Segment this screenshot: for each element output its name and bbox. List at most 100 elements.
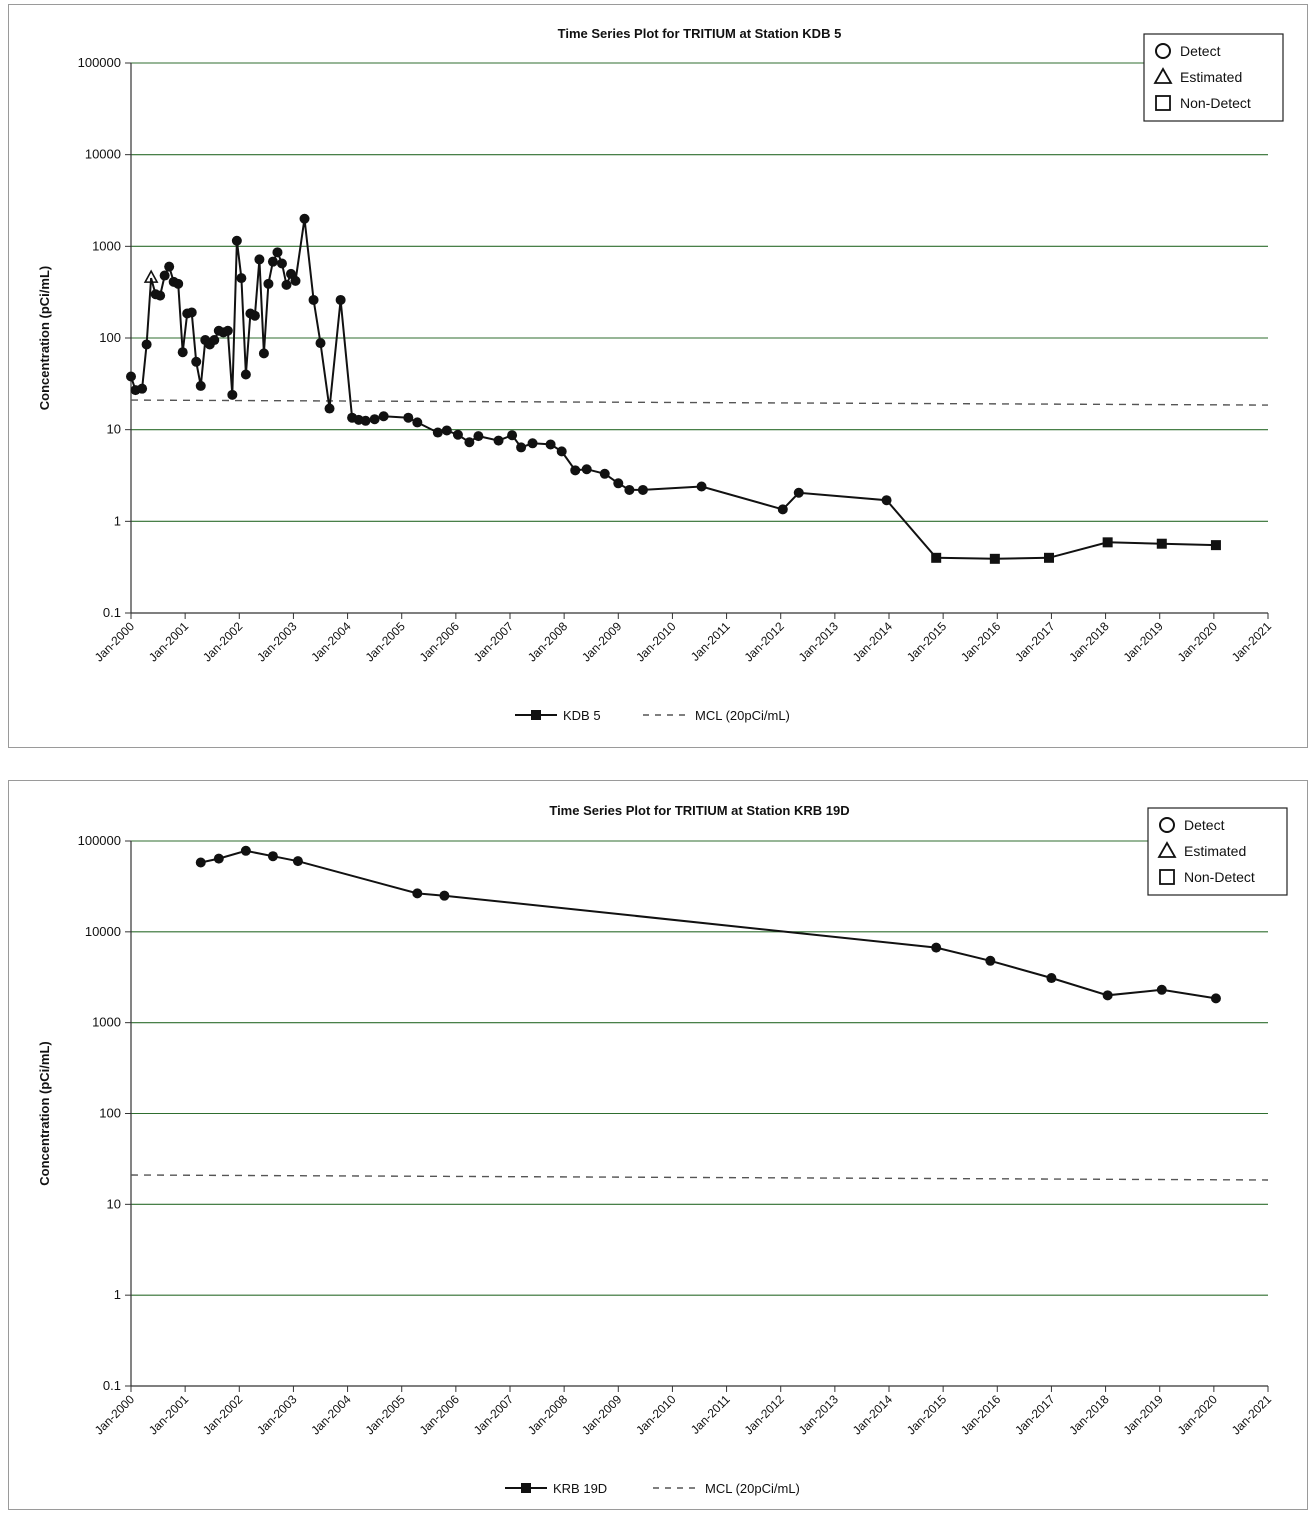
chart-title: Time Series Plot for TRITIUM at Station … bbox=[558, 26, 842, 41]
x-tick-label: Jan-2013 bbox=[796, 619, 842, 665]
data-point bbox=[527, 438, 538, 449]
data-point bbox=[613, 478, 624, 489]
symbol-key-label: Estimated bbox=[1184, 843, 1246, 859]
data-point bbox=[432, 427, 443, 438]
detect-icon bbox=[1159, 817, 1175, 833]
x-tick-label: Jan-2001 bbox=[146, 619, 192, 665]
x-tick-label: Jan-2020 bbox=[1175, 619, 1221, 665]
chart-panel-kdb5: Time Series Plot for TRITIUM at Station … bbox=[8, 4, 1308, 748]
data-point bbox=[473, 431, 484, 442]
data-point bbox=[793, 487, 804, 498]
data-point bbox=[412, 888, 423, 899]
y-tick-label: 10 bbox=[107, 1196, 121, 1211]
estimated-icon bbox=[1153, 67, 1173, 84]
y-tick-label: 100 bbox=[99, 1106, 121, 1121]
series-0 bbox=[195, 845, 1221, 1004]
x-tick-label: Jan-2019 bbox=[1121, 619, 1167, 665]
data-point bbox=[516, 442, 527, 453]
data-point bbox=[290, 275, 301, 286]
y-tick-label: 1000 bbox=[92, 238, 121, 253]
x-tick-label: Jan-2009 bbox=[579, 1392, 625, 1438]
data-point bbox=[464, 437, 475, 448]
data-point bbox=[378, 411, 389, 422]
x-tick-label: Jan-2002 bbox=[200, 1392, 246, 1438]
data-point bbox=[881, 495, 892, 506]
non-detect-icon bbox=[1155, 95, 1171, 111]
y-tick-label: 1 bbox=[114, 513, 121, 528]
data-point bbox=[209, 335, 220, 346]
y-tick-label: 0.1 bbox=[103, 1378, 121, 1393]
data-point bbox=[1046, 973, 1057, 984]
x-tick-label: Jan-2017 bbox=[1012, 1392, 1058, 1438]
data-point bbox=[227, 389, 238, 400]
data-point bbox=[989, 553, 1000, 564]
data-point bbox=[599, 468, 610, 479]
x-tick-label: Jan-2016 bbox=[958, 619, 1004, 665]
data-point bbox=[155, 290, 166, 301]
data-point bbox=[1210, 993, 1221, 1004]
y-tick-label: 1 bbox=[114, 1287, 121, 1302]
symbol-key-label: Estimated bbox=[1180, 69, 1242, 85]
data-point bbox=[777, 504, 788, 515]
legend-series-label: KRB 19D bbox=[553, 1481, 607, 1496]
legend: KRB 19D MCL (20pCi/mL) bbox=[505, 1481, 800, 1496]
data-point bbox=[1156, 538, 1167, 549]
x-tick-label: Jan-2015 bbox=[904, 1392, 950, 1438]
data-point bbox=[439, 890, 450, 901]
data-point bbox=[126, 371, 136, 382]
data-point bbox=[507, 430, 518, 441]
symbol-key: Detect Estimated Non-Detect bbox=[1147, 807, 1288, 896]
x-tick-label: Jan-2003 bbox=[254, 619, 300, 665]
x-tick-label: Jan-2018 bbox=[1066, 1392, 1112, 1438]
data-point bbox=[258, 348, 269, 359]
data-point bbox=[441, 425, 452, 436]
symbol-key-label: Detect bbox=[1184, 817, 1225, 833]
data-point bbox=[267, 256, 278, 267]
y-tick-label: 10 bbox=[107, 422, 121, 437]
data-point bbox=[403, 412, 414, 423]
legend-series-label: KDB 5 bbox=[563, 708, 601, 723]
data-point bbox=[191, 356, 202, 367]
x-tick-label: Jan-2020 bbox=[1175, 1392, 1221, 1438]
data-point bbox=[360, 415, 371, 426]
x-tick-label: Jan-2005 bbox=[363, 1392, 409, 1438]
data-point bbox=[493, 435, 504, 446]
x-tick-label: Jan-2006 bbox=[417, 1392, 463, 1438]
y-axis-title: Concentration (pCi/mL) bbox=[37, 1041, 52, 1185]
series-line bbox=[200, 849, 1217, 1000]
data-point bbox=[369, 414, 380, 425]
y-tick-label: 10000 bbox=[85, 924, 121, 939]
data-point bbox=[267, 851, 278, 862]
legend: KDB 5 MCL (20pCi/mL) bbox=[515, 708, 790, 723]
x-ticks: Jan-2000 Jan-2001 Jan-2002 Jan-2003 Jan-2004… bbox=[92, 613, 1274, 665]
y-tick-label: 100000 bbox=[78, 55, 121, 70]
data-point bbox=[1210, 540, 1221, 551]
x-tick-label: Jan-2017 bbox=[1012, 619, 1058, 665]
x-tick-label: Jan-2011 bbox=[688, 619, 733, 664]
data-point bbox=[324, 403, 335, 414]
symbol-key-label: Detect bbox=[1180, 43, 1221, 59]
y-gridlines: 100000 10000 1000 100 10 1 0.1 bbox=[78, 55, 1268, 620]
x-tick-label: Jan-2016 bbox=[958, 1392, 1004, 1438]
symbol-key-label: Non-Detect bbox=[1184, 869, 1255, 885]
data-point bbox=[412, 417, 423, 428]
data-point bbox=[696, 481, 707, 492]
data-point bbox=[292, 856, 303, 867]
data-point bbox=[137, 383, 148, 394]
y-tick-label: 100 bbox=[99, 330, 121, 345]
x-tick-label: Jan-2010 bbox=[633, 619, 679, 665]
data-point bbox=[249, 310, 260, 321]
data-point bbox=[308, 294, 319, 305]
x-tick-label: Jan-2018 bbox=[1066, 619, 1112, 665]
x-tick-label: Jan-2001 bbox=[146, 1392, 192, 1438]
x-tick-label: Jan-2012 bbox=[742, 1392, 788, 1438]
symbol-key: Detect Estimated Non-Detect bbox=[1143, 33, 1284, 122]
data-point bbox=[213, 853, 224, 864]
x-tick-label: Jan-2007 bbox=[471, 1392, 517, 1438]
data-point bbox=[1102, 990, 1113, 1001]
legend-series-marker bbox=[531, 710, 541, 720]
x-tick-label: Jan-2014 bbox=[850, 619, 896, 665]
x-tick-label: Jan-2000 bbox=[92, 619, 138, 665]
data-point bbox=[186, 307, 197, 318]
data-point bbox=[335, 294, 346, 305]
